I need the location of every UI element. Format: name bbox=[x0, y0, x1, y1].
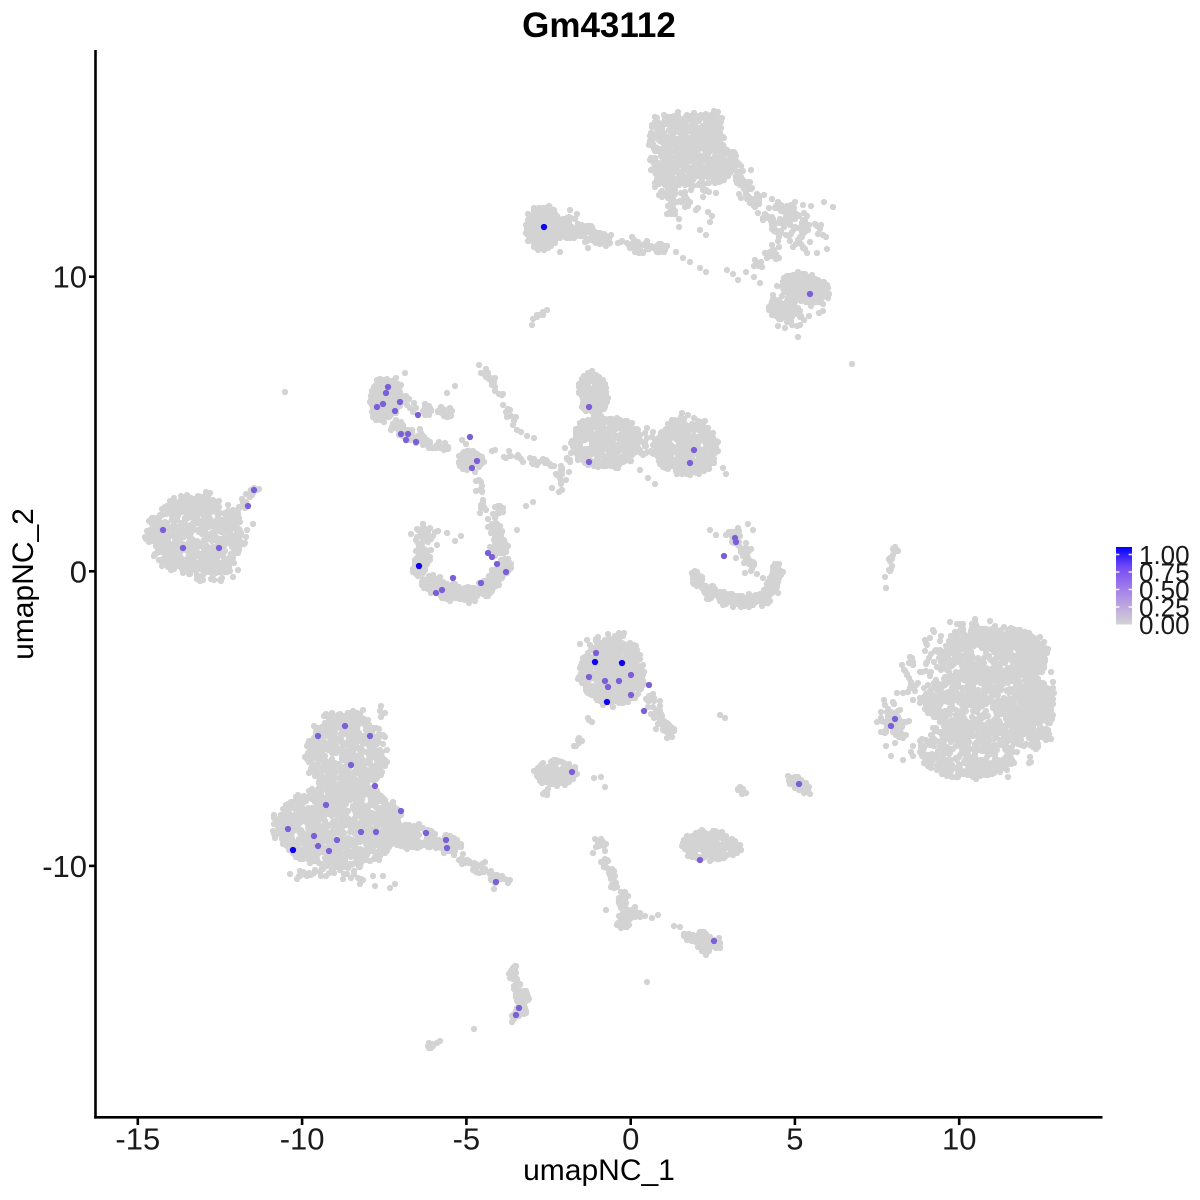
svg-text:0.25: 0.25 bbox=[1139, 593, 1190, 623]
svg-text:-5: -5 bbox=[453, 1122, 481, 1157]
svg-text:-10: -10 bbox=[280, 1122, 325, 1157]
svg-text:umapNC_2: umapNC_2 bbox=[7, 508, 40, 660]
svg-text:-10: -10 bbox=[42, 849, 87, 884]
svg-text:0.75: 0.75 bbox=[1139, 558, 1190, 588]
svg-text:umapNC_1: umapNC_1 bbox=[523, 1154, 675, 1187]
svg-text:0: 0 bbox=[70, 554, 87, 589]
svg-text:0.00: 0.00 bbox=[1139, 610, 1190, 640]
svg-text:10: 10 bbox=[53, 260, 87, 295]
svg-text:1.00: 1.00 bbox=[1139, 540, 1190, 570]
svg-text:0: 0 bbox=[622, 1122, 639, 1157]
svg-text:10: 10 bbox=[942, 1122, 976, 1157]
svg-text:5: 5 bbox=[786, 1122, 803, 1157]
svg-text:-15: -15 bbox=[115, 1122, 160, 1157]
svg-text:0.50: 0.50 bbox=[1139, 575, 1190, 605]
svg-text:Gm43112: Gm43112 bbox=[522, 6, 676, 45]
